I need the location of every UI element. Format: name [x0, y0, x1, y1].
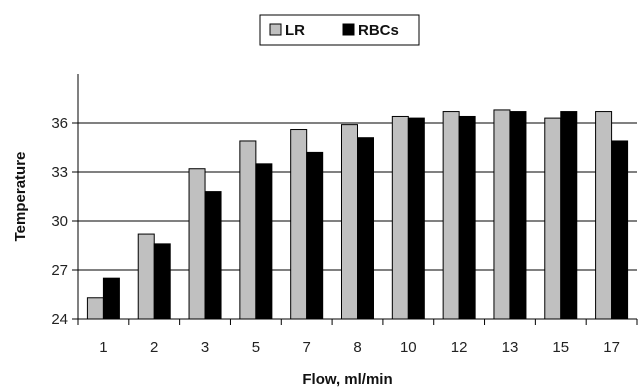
bar-rbcs-10	[407, 117, 425, 320]
x-tick-label: 2	[150, 339, 158, 356]
bar-rbcs-2	[153, 243, 171, 320]
bar-lr-13	[493, 109, 511, 320]
bar-rbcs-7	[306, 151, 324, 320]
bar-rbcs-5	[255, 163, 273, 320]
bar-lr-2	[137, 233, 155, 320]
y-tick-label: 33	[51, 164, 68, 181]
bar-rbcs-12	[458, 115, 476, 320]
legend-swatch-lr	[269, 23, 282, 36]
bar-rbcs-3	[204, 191, 222, 320]
legend-swatch-rbcs	[342, 23, 355, 36]
bar-lr-5	[239, 140, 257, 320]
axes	[72, 74, 638, 325]
bars	[86, 109, 629, 320]
bar-lr-10	[391, 115, 409, 320]
bar-lr-17	[595, 111, 613, 320]
bar-lr-8	[341, 124, 358, 320]
x-tick-labels: 1 2 3 5 7 8 10 12 13 15 17	[99, 339, 620, 356]
legend-label-lr: LR	[285, 22, 305, 39]
bar-rbcs-13	[509, 111, 527, 320]
y-tick-label: 27	[51, 262, 68, 279]
bar-lr-1	[86, 297, 104, 320]
x-tick-label: 12	[451, 339, 468, 356]
x-tick-label: 13	[502, 339, 519, 356]
x-tick-label: 7	[303, 339, 311, 356]
bar-lr-12	[442, 111, 460, 320]
bar-lr-15	[544, 117, 562, 320]
legend: LR RBCs	[259, 14, 420, 46]
x-axis-label: Flow, ml/min	[302, 371, 392, 388]
bar-rbcs-8	[357, 137, 374, 320]
bar-lr-3	[188, 168, 206, 320]
legend-box	[259, 14, 420, 46]
x-tick-label: 15	[552, 339, 569, 356]
x-tick-label: 1	[99, 339, 107, 356]
y-axis-label: Temperature	[12, 152, 29, 242]
y-tick-label: 30	[51, 213, 68, 230]
y-tick-label: 24	[51, 311, 68, 328]
y-tick-label: 36	[51, 115, 68, 132]
x-tick-label: 8	[353, 339, 361, 356]
x-tick-label: 17	[603, 339, 620, 356]
x-tick-label: 5	[252, 339, 260, 356]
bar-rbcs-15	[560, 111, 578, 320]
bar-lr-7	[290, 129, 308, 320]
bar-rbcs-17	[611, 140, 629, 320]
x-tick-label: 10	[400, 339, 417, 356]
legend-label-rbcs: RBCs	[358, 22, 399, 39]
x-tick-label: 3	[201, 339, 209, 356]
y-tick-labels: 24 27 30 33 36	[51, 115, 68, 328]
bar-rbcs-1	[102, 277, 120, 320]
